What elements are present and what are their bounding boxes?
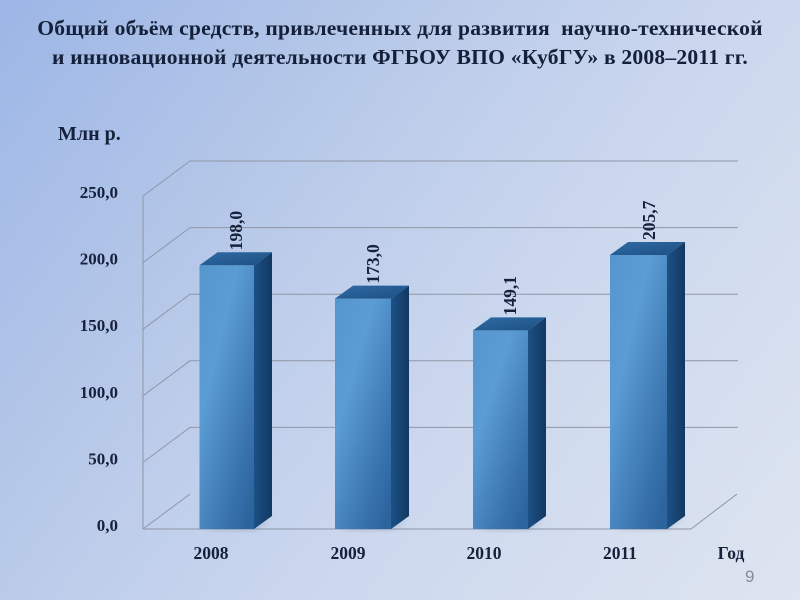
svg-text:50,0: 50,0: [88, 449, 118, 468]
svg-text:200,0: 200,0: [80, 250, 118, 269]
svg-text:198,0: 198,0: [226, 211, 246, 251]
svg-text:Млн р.: Млн р.: [58, 123, 121, 145]
svg-text:250,0: 250,0: [80, 183, 118, 202]
svg-text:2011: 2011: [603, 543, 637, 563]
svg-text:149,1: 149,1: [500, 276, 520, 315]
svg-text:150,0: 150,0: [80, 316, 118, 335]
svg-text:0,0: 0,0: [97, 516, 118, 535]
svg-text:173,0: 173,0: [363, 244, 383, 284]
svg-text:2010: 2010: [467, 543, 502, 563]
svg-text:2009: 2009: [331, 543, 366, 563]
svg-text:2008: 2008: [194, 543, 229, 563]
svg-text:Год: Год: [718, 543, 745, 563]
svg-text:205,7: 205,7: [639, 200, 659, 240]
svg-text:100,0: 100,0: [80, 383, 118, 402]
